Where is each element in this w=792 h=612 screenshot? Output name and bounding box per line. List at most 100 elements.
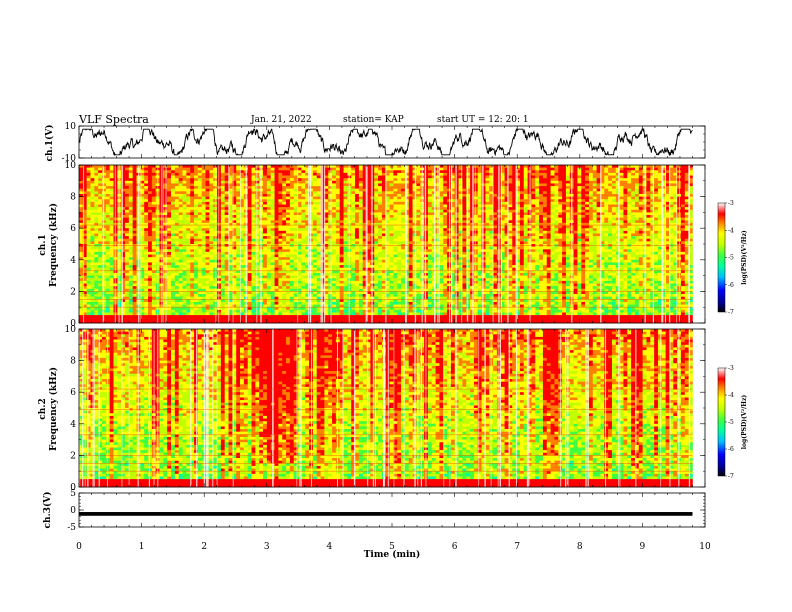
ch1-spectrogram-cell bbox=[87, 215, 91, 218]
ch1-spectrogram-cell bbox=[148, 218, 152, 221]
ch1-spectrogram-cell bbox=[79, 212, 83, 215]
ch1-spectrogram-cell bbox=[286, 239, 290, 242]
ch1-spectrogram-cell bbox=[290, 262, 294, 265]
ch1-spectrogram-cell bbox=[328, 165, 332, 168]
ch1-spectrogram-cell bbox=[225, 255, 229, 258]
ch1-spectrogram-cell bbox=[271, 189, 275, 192]
ch1-spectrogram-cell bbox=[171, 181, 175, 184]
ch1-spectrogram-cell bbox=[186, 281, 190, 284]
ch1-spectrogram-cell bbox=[198, 199, 202, 202]
ch1-spectrogram-cell bbox=[313, 215, 317, 218]
ch1-spectrogram-cell bbox=[98, 315, 102, 318]
ch1-spectrogram-cell bbox=[275, 249, 279, 252]
ch1-spectrogram-cell bbox=[175, 302, 179, 305]
ch1-spectrogram-cell bbox=[206, 199, 210, 202]
ch1-spectrogram-cell bbox=[186, 241, 190, 244]
ch1-spectrogram-cell bbox=[355, 249, 359, 252]
ch1-spectrogram-cell bbox=[91, 231, 95, 234]
ch1-spectrogram-cell bbox=[221, 278, 225, 281]
ch1-spectrogram-cell bbox=[125, 241, 129, 244]
ch1-spectrogram-cell bbox=[298, 176, 302, 179]
ch1-spectrogram-cell bbox=[221, 299, 225, 302]
ch1-spectrogram-cell bbox=[106, 262, 110, 265]
ch1-spectrogram-cell bbox=[252, 294, 256, 297]
ch1-spectrogram-cell bbox=[163, 310, 167, 313]
ch1-spectrogram-cell bbox=[374, 239, 378, 242]
ch1-spectrogram-cell bbox=[378, 183, 382, 186]
ch1-spectrogram-cell bbox=[144, 191, 148, 194]
ch1-spectrogram-cell bbox=[328, 220, 332, 223]
ch1-spectrogram-cell bbox=[221, 233, 225, 236]
ch1-spectrogram-cell bbox=[125, 220, 129, 223]
ch1-spectrogram-cell bbox=[278, 165, 282, 168]
ch1-spectrogram-cell bbox=[344, 231, 348, 234]
ch1-spectrogram-cell bbox=[190, 284, 194, 287]
ch1-spectrogram-cell bbox=[351, 233, 355, 236]
ch1-spectrogram-cell bbox=[183, 302, 187, 305]
ch1-spectrogram-cell bbox=[91, 315, 95, 318]
ch1-spectrogram-cell bbox=[206, 241, 210, 244]
ch1-spectrogram-cell bbox=[129, 312, 133, 315]
ch1-spectrogram-cell bbox=[271, 312, 275, 315]
ch1-spectrogram-cell bbox=[340, 236, 344, 239]
ch1-spectrogram-cell bbox=[294, 284, 298, 287]
ch1-spectrogram-cell bbox=[190, 307, 194, 310]
ch1-spectrogram-cell bbox=[175, 173, 179, 176]
ch1-spectrogram-cell bbox=[298, 284, 302, 287]
ch1-spectrogram-cell bbox=[152, 197, 156, 200]
ch1-spectrogram-cell bbox=[378, 318, 382, 321]
ch1-spectrogram-cell bbox=[344, 170, 348, 173]
ch1-spectrogram-cell bbox=[167, 199, 171, 202]
ch1-spectrogram-cell bbox=[225, 194, 229, 197]
ch1-spectrogram-cell bbox=[144, 255, 148, 258]
ch1-spectrogram-cell bbox=[336, 273, 340, 276]
ch1-waveform-series bbox=[79, 129, 693, 155]
ch1-spectrogram-cell bbox=[374, 220, 378, 223]
ch1-spectrogram-cell bbox=[290, 199, 294, 202]
ch1-spectrogram-cell bbox=[91, 291, 95, 294]
ch1-spectrogram-cell bbox=[190, 255, 194, 258]
ch1-spectrogram-cell bbox=[91, 194, 95, 197]
ch1-spectrogram-cell bbox=[255, 189, 259, 192]
ch1-spectrogram-cell bbox=[359, 286, 363, 289]
ch1-spectrogram-cell bbox=[255, 181, 259, 184]
ch1-spectrogram-cell bbox=[275, 181, 279, 184]
ch1-spectrogram-cell bbox=[186, 194, 190, 197]
ch1-spectrogram-cell bbox=[144, 294, 148, 297]
ch1-spectrogram-cell bbox=[79, 220, 83, 223]
ch1-spectrogram-cell bbox=[271, 210, 275, 213]
ch1-spectrogram-cell bbox=[301, 247, 305, 250]
ch1-spectrogram-cell bbox=[294, 278, 298, 281]
ch1-spectrogram-cell bbox=[225, 189, 229, 192]
ch1-spectrogram-cell bbox=[148, 194, 152, 197]
ch1-spectrogram-cell bbox=[106, 257, 110, 260]
ch1-spectrogram-cell bbox=[294, 197, 298, 200]
ch1-spectrogram-cell bbox=[125, 239, 129, 242]
ch1-spectrogram-cell bbox=[290, 239, 294, 242]
ch1-spectrogram-cell bbox=[152, 205, 156, 208]
ch1-spectrogram-cell bbox=[290, 168, 294, 171]
ch1-spectrogram-cell bbox=[98, 252, 102, 255]
ch1-spectrogram-cell bbox=[186, 228, 190, 231]
ch1-spectrogram-cell bbox=[278, 218, 282, 221]
ch1-spectrogram-cell bbox=[190, 181, 194, 184]
ch1-spectrogram-cell bbox=[106, 281, 110, 284]
ch1-spectrogram-cell bbox=[202, 176, 206, 179]
ch1-spectrogram-cell bbox=[190, 239, 194, 242]
ch1-spectrogram-cell bbox=[344, 302, 348, 305]
ch1-spectrogram-cell bbox=[167, 294, 171, 297]
ch1-spectrogram-cell bbox=[79, 262, 83, 265]
ch1-spectrogram-cell bbox=[106, 165, 110, 168]
ch1-spectrogram-cell bbox=[202, 286, 206, 289]
ch1-spectrogram-cell bbox=[190, 241, 194, 244]
ch1-spectrogram-cell bbox=[175, 165, 179, 168]
ch1-spectrogram-cell bbox=[152, 315, 156, 318]
ch1-spectrogram-cell bbox=[213, 299, 217, 302]
ch1-spectrogram-cell bbox=[225, 181, 229, 184]
ch1-spectrogram-cell bbox=[278, 186, 282, 189]
ch1-spectrogram-cell bbox=[355, 183, 359, 186]
ch1-spectrogram-cell bbox=[263, 218, 267, 221]
ch1-spectrogram-cell bbox=[186, 268, 190, 271]
ch1-spectrogram-cell bbox=[91, 312, 95, 315]
ch1-spectrogram-cell bbox=[313, 220, 317, 223]
